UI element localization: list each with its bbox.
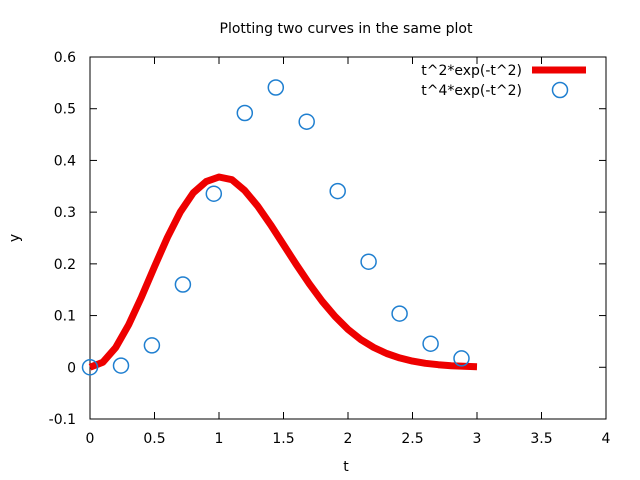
x-axis-label: t [343, 459, 349, 475]
data-point [267, 79, 285, 96]
x-tick-label: 0 [86, 431, 95, 447]
data-point [453, 350, 470, 367]
y-tick-label: 0.6 [54, 50, 76, 66]
data-point [298, 113, 315, 130]
data-point [112, 357, 130, 374]
series-layer [81, 79, 478, 376]
data-point [391, 305, 408, 322]
y-tick-label: 0.3 [54, 205, 76, 221]
y-axis-label: y [7, 234, 23, 242]
data-point [236, 104, 254, 122]
series-1 [88, 173, 478, 371]
y-tick-label: 0.2 [54, 257, 76, 273]
chart-title: Plotting two curves in the same plot [220, 21, 473, 37]
data-point [143, 337, 161, 354]
series-line [88, 173, 478, 371]
data-point [360, 253, 377, 270]
data-point [174, 276, 192, 293]
y-tick-label: 0.5 [54, 102, 76, 118]
y-tick-label: -0.1 [49, 412, 76, 428]
legend-label: t^4*exp(-t^2) [421, 83, 522, 99]
data-point [81, 359, 99, 376]
x-tick-label: 3.5 [530, 431, 552, 447]
x-tick-label: 2.5 [401, 431, 423, 447]
x-tick-label: 0.5 [143, 431, 165, 447]
x-tick-label: 3 [473, 431, 482, 447]
legend-label: t^2*exp(-t^2) [421, 63, 522, 79]
y-tick-label: 0 [67, 360, 76, 376]
legend-swatch-marker [551, 81, 569, 99]
data-point [205, 185, 223, 202]
axis-ticks: 0 0.5 1 1.5 2 2.5 3 3.5 4 -0.1 0 0.1 0.2 0.3 0.4 0.5 0.6 [49, 50, 611, 447]
x-tick-label: 1 [215, 431, 224, 447]
x-tick-label: 2 [344, 431, 353, 447]
y-tick-label: 0.4 [54, 153, 76, 169]
legend: t^2*exp(-t^2) t^4*exp(-t^2) [421, 63, 586, 99]
series-2 [81, 79, 470, 376]
x-tick-label: 4 [602, 431, 611, 447]
y-tick-label: 0.1 [54, 309, 76, 325]
data-point [422, 335, 439, 352]
data-point [329, 182, 346, 200]
x-tick-label: 1.5 [272, 431, 294, 447]
